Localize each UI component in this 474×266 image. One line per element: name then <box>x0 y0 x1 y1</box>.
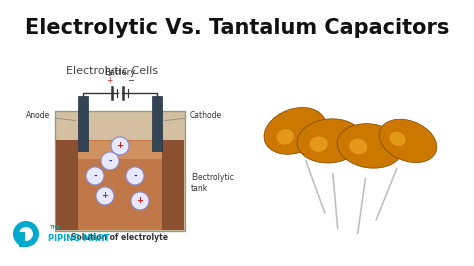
FancyBboxPatch shape <box>55 111 185 231</box>
Ellipse shape <box>379 119 437 163</box>
Text: Anode: Anode <box>26 111 75 120</box>
Text: +: + <box>137 197 144 205</box>
FancyBboxPatch shape <box>56 140 78 230</box>
Text: PIPING MART: PIPING MART <box>48 234 110 243</box>
FancyBboxPatch shape <box>56 140 184 230</box>
Ellipse shape <box>297 119 363 163</box>
Ellipse shape <box>276 129 294 145</box>
Text: Battery: Battery <box>104 68 136 77</box>
Bar <box>152 96 162 151</box>
Text: −: − <box>128 76 135 85</box>
Text: Electrolytic Cells: Electrolytic Cells <box>66 66 158 76</box>
Text: Electrolytic Vs. Tantalum Capacitors: Electrolytic Vs. Tantalum Capacitors <box>25 18 449 38</box>
Circle shape <box>86 167 104 185</box>
FancyBboxPatch shape <box>162 140 184 230</box>
Text: -: - <box>93 172 97 180</box>
Circle shape <box>96 187 114 205</box>
Text: +: + <box>106 76 112 85</box>
Circle shape <box>111 137 129 155</box>
Circle shape <box>13 221 39 247</box>
Text: Electrolytic
tank: Electrolytic tank <box>185 173 234 193</box>
Text: -: - <box>133 172 137 180</box>
Bar <box>19 232 25 247</box>
Ellipse shape <box>310 136 328 152</box>
Ellipse shape <box>349 139 367 154</box>
Text: THE: THE <box>50 225 61 230</box>
FancyBboxPatch shape <box>56 141 184 159</box>
Text: Cathode: Cathode <box>165 111 222 120</box>
Bar <box>78 96 88 151</box>
Ellipse shape <box>390 132 406 146</box>
Ellipse shape <box>264 107 326 154</box>
Circle shape <box>101 152 119 170</box>
Circle shape <box>19 227 33 241</box>
Circle shape <box>131 192 149 210</box>
Text: +: + <box>117 142 124 150</box>
Text: +: + <box>101 192 109 201</box>
Ellipse shape <box>337 124 403 168</box>
Text: Solution of electrolyte: Solution of electrolyte <box>72 233 168 242</box>
Text: -: - <box>108 156 112 165</box>
Circle shape <box>126 167 144 185</box>
